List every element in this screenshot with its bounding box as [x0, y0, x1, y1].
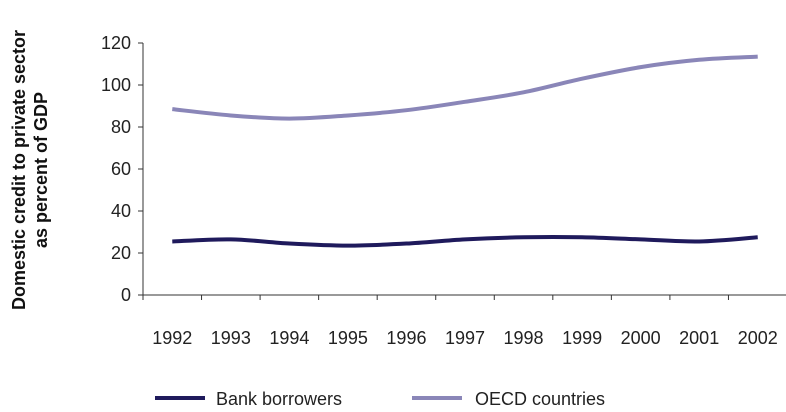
- x-axis-ticks: 1992 1993 1994 1995 1996 1997 1998 1999 2000 2001…: [142, 295, 778, 348]
- y-tick-label: 60: [111, 159, 131, 179]
- x-tick-label: 1992: [152, 328, 192, 348]
- y-tick-label: 40: [111, 201, 131, 221]
- y-tick-label: 80: [111, 117, 131, 137]
- axes: [142, 43, 786, 296]
- x-tick-label: 1997: [445, 328, 485, 348]
- legend-label: OECD countries: [475, 389, 605, 409]
- y-axis-ticks: 0 20 40 60 80 100 120: [101, 33, 143, 305]
- x-tick-label: 2002: [738, 328, 778, 348]
- series-line-oecd-countries: [172, 54, 758, 121]
- series-line-bank-borrowers: [172, 234, 758, 248]
- x-tick-label: 1999: [562, 328, 602, 348]
- x-tick-label: 2000: [621, 328, 661, 348]
- y-axis-title-line-1: Domestic credit to private sector: [9, 30, 29, 310]
- y-tick-label: 100: [101, 75, 131, 95]
- x-tick-label: 1994: [269, 328, 309, 348]
- y-tick-label: 20: [111, 243, 131, 263]
- x-tick-label: 2001: [679, 328, 719, 348]
- y-tick-label: 120: [101, 33, 131, 53]
- x-tick-label: 1995: [328, 328, 368, 348]
- y-axis-title: Domestic credit to private sector as per…: [9, 30, 51, 310]
- x-tick-label: 1998: [504, 328, 544, 348]
- x-tick-label: 1996: [386, 328, 426, 348]
- y-tick-label: 0: [121, 285, 131, 305]
- legend: Bank borrowers OECD countries: [155, 389, 605, 409]
- series-lines: [172, 54, 758, 248]
- legend-label: Bank borrowers: [216, 389, 342, 409]
- legend-item: OECD countries: [412, 389, 605, 409]
- y-axis-title-line-2: as percent of GDP: [31, 92, 51, 248]
- legend-item: Bank borrowers: [155, 389, 342, 409]
- x-tick-label: 1993: [211, 328, 251, 348]
